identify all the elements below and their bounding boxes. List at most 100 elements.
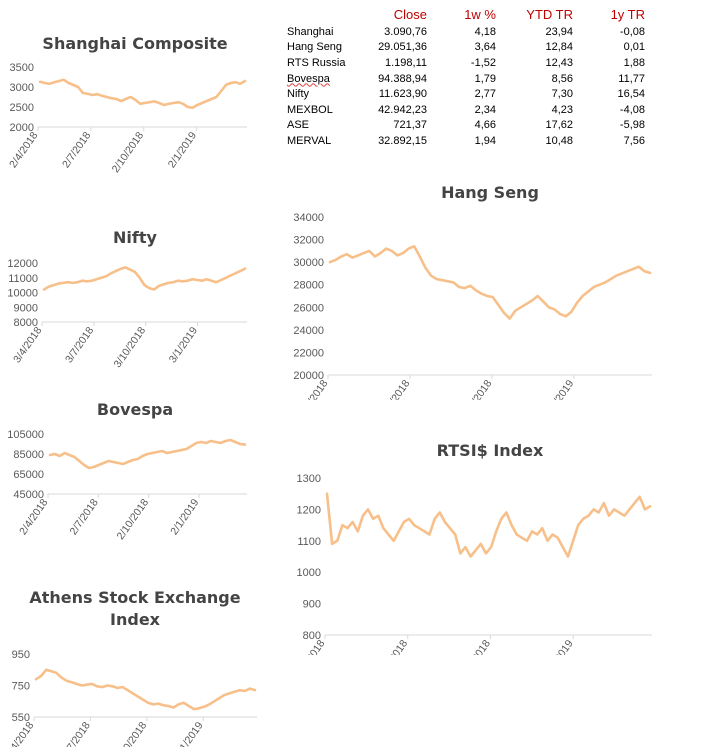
series-line bbox=[42, 266, 247, 291]
x-tick-label: 2/7/2018 bbox=[68, 497, 101, 537]
y-tick-label: 20000 bbox=[293, 370, 324, 382]
table-row: RTS Russia 1.198,11 -1,52 12,43 1,88 bbox=[287, 55, 645, 71]
x-tick-label: 3/7/2018 bbox=[379, 378, 412, 400]
table-cell: 4,66 bbox=[474, 119, 496, 132]
table-row: MERVAL 32.892,15 1,94 10,48 7,56 bbox=[287, 133, 645, 149]
table-cell: 12,43 bbox=[545, 56, 573, 69]
series-line bbox=[38, 78, 247, 110]
y-tick-label: 105000 bbox=[7, 429, 44, 441]
x-tick-label: 2/4/2018 bbox=[7, 130, 40, 170]
chart-title-shanghai: Shanghai Composite bbox=[42, 34, 228, 53]
y-tick-label: 2000 bbox=[10, 122, 34, 134]
table-cell: -5,98 bbox=[619, 119, 645, 132]
table-row: Nifty 11.623,90 2,77 7,30 16,54 bbox=[287, 86, 645, 102]
x-tick-label: 5/10/2018 bbox=[456, 638, 493, 655]
table-cell: 12,84 bbox=[545, 41, 573, 54]
table-cell: 10,48 bbox=[545, 134, 573, 147]
y-tick-label: 12000 bbox=[7, 258, 38, 270]
y-tick-label: 2500 bbox=[10, 102, 34, 114]
table-row: Shanghai 3.090,76 4,18 23,94 -0,08 bbox=[287, 24, 645, 40]
y-tick-label: 34000 bbox=[293, 212, 324, 224]
y-tick-label: 1300 bbox=[297, 473, 321, 485]
x-tick-label: 3/1/2019 bbox=[167, 325, 200, 365]
table-header-cell bbox=[287, 5, 359, 24]
table-cell: 7,30 bbox=[551, 88, 573, 101]
y-tick-label: 45000 bbox=[13, 489, 44, 501]
chart-title-ase: Athens Stock Exchange Index bbox=[29, 588, 241, 629]
x-tick-label: 2/10/2018 bbox=[115, 497, 152, 542]
y-tick-label: 11000 bbox=[8, 273, 38, 285]
table-cell: 2,34 bbox=[474, 103, 496, 116]
table-header-cell: YTD TR bbox=[526, 6, 573, 22]
x-tick-label: 3/10/2018 bbox=[112, 325, 149, 370]
table-cell: 721,37 bbox=[393, 119, 427, 132]
y-tick-label: 9000 bbox=[14, 302, 38, 314]
table-cell: 7,56 bbox=[623, 134, 645, 147]
x-tick-label: 3/10/2018 bbox=[113, 720, 150, 747]
table-cell: 94.388,94 bbox=[378, 72, 427, 85]
y-tick-label: 750 bbox=[12, 681, 30, 693]
table-cell: 3,64 bbox=[474, 41, 496, 54]
y-tick-label: 3000 bbox=[10, 82, 34, 94]
table-row: Bovespa 94.388,94 1,79 8,56 11,77 bbox=[287, 71, 645, 87]
x-tick-label: 2/1/2019 bbox=[168, 497, 201, 537]
x-tick-label: 3/7/2018 bbox=[63, 325, 96, 365]
y-tick-label: 10000 bbox=[7, 288, 38, 300]
chart-title-bovespa: Bovespa bbox=[96, 400, 174, 419]
table-cell: -4,08 bbox=[619, 103, 645, 116]
y-tick-label: 1000 bbox=[297, 567, 321, 579]
performance-table: Close 1w % YTD TR 1y TR Shanghai 3.090,76… bbox=[287, 5, 645, 149]
x-tick-label: 5/1/2019 bbox=[542, 638, 575, 655]
table-cell: 4,18 bbox=[474, 25, 496, 38]
table-cell: Hang Seng bbox=[287, 41, 343, 54]
x-tick-label: 3/1/2019 bbox=[172, 720, 205, 747]
x-tick-label: 3/7/2018 bbox=[60, 720, 93, 747]
table-cell: 2,77 bbox=[474, 88, 496, 101]
table-header-cell: 1w % bbox=[464, 6, 496, 22]
y-tick-label: 900 bbox=[303, 599, 321, 611]
table-cell: 0,01 bbox=[623, 41, 645, 54]
y-tick-label: 3500 bbox=[10, 62, 34, 74]
table-row: MEXBOL 42.942,23 2,34 4,23 -4,08 bbox=[287, 102, 645, 118]
series-line bbox=[325, 492, 652, 558]
table-cell: -0,08 bbox=[619, 25, 645, 38]
table-cell: 4,23 bbox=[551, 103, 573, 116]
chart-hangseng: 20000 22000 24000 26000 28000 30000 32000 34000… bbox=[293, 212, 652, 400]
table-cell: MEXBOL bbox=[287, 103, 333, 116]
y-tick-label: 32000 bbox=[293, 235, 324, 247]
series-line bbox=[328, 244, 652, 320]
table-header-cell: Close bbox=[393, 6, 427, 22]
chart-bovespa: 45000 65000 85000 105000 2/4/2018 2/7/2018 2/1… bbox=[7, 429, 247, 542]
table-row: Hang Seng 29.051,36 3,64 12,84 0,01 bbox=[287, 40, 645, 56]
table-header-cell: 1y TR bbox=[610, 6, 645, 22]
chart-title-rtsi: RTSI$ Index bbox=[436, 441, 544, 460]
table-cell: 23,94 bbox=[545, 25, 573, 38]
y-tick-label: 8000 bbox=[14, 317, 38, 329]
table-cell: 8,56 bbox=[551, 72, 573, 85]
table-cell: 29.051,36 bbox=[378, 41, 427, 54]
table-cell: 1,88 bbox=[623, 56, 645, 69]
table-cell: 16,54 bbox=[617, 88, 645, 101]
table-cell: 11,77 bbox=[618, 72, 645, 85]
x-tick-label: 2/7/2018 bbox=[60, 130, 93, 170]
table-row: ASE 721,37 4,66 17,62 -5,98 bbox=[287, 118, 645, 134]
table-cell: Shanghai bbox=[287, 25, 334, 38]
y-tick-label: 1200 bbox=[297, 504, 321, 516]
x-tick-label: 3/10/2018 bbox=[458, 378, 495, 400]
x-tick-label: 3/4/2018 bbox=[11, 325, 44, 365]
chart-rtsi: 80090010001100120013005/4/20185/7/20185/… bbox=[294, 473, 652, 655]
chart-title-nifty: Nifty bbox=[113, 228, 157, 247]
table-header-row: Close 1w % YTD TR 1y TR bbox=[287, 5, 645, 24]
y-tick-label: 26000 bbox=[293, 302, 324, 314]
table-cell: Nifty bbox=[287, 88, 309, 101]
table-cell: 17,62 bbox=[545, 119, 573, 132]
chart-title-hangseng: Hang Seng bbox=[441, 183, 539, 202]
y-tick-label: 1100 bbox=[297, 536, 321, 548]
y-tick-label: 550 bbox=[12, 712, 30, 724]
y-tick-label: 28000 bbox=[293, 280, 324, 292]
table-cell: 32.892,15 bbox=[378, 134, 427, 147]
y-tick-label: 950 bbox=[12, 649, 30, 661]
x-tick-label: 2/4/2018 bbox=[17, 497, 50, 537]
y-tick-label: 22000 bbox=[293, 347, 324, 359]
